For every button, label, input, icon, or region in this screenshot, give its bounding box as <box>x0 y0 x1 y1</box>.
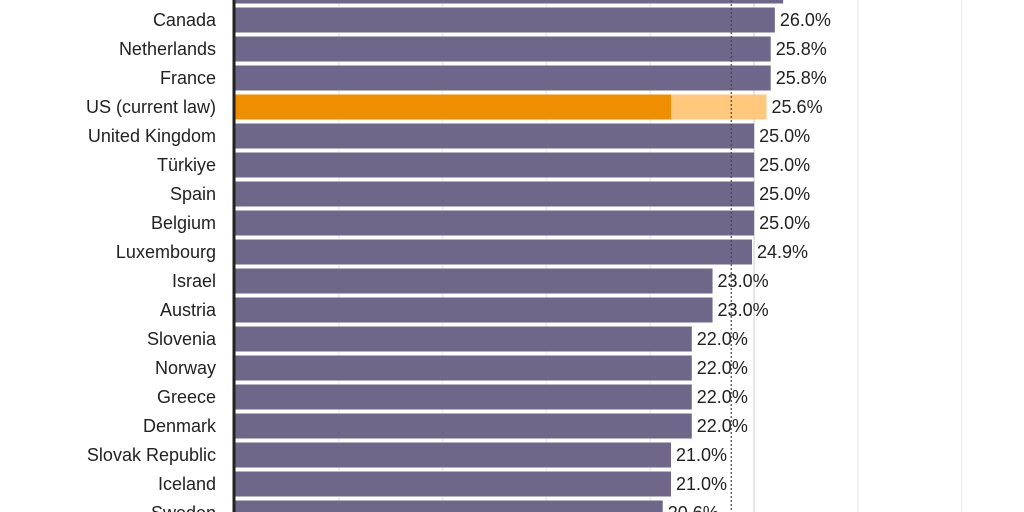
bar <box>235 355 692 381</box>
category-label: Iceland <box>158 474 216 494</box>
category-label: Spain <box>170 184 216 204</box>
bar <box>235 181 755 207</box>
value-label: 25.0% <box>759 126 810 146</box>
value-label: 22.0% <box>697 329 748 349</box>
category-label: Belgium <box>151 213 216 233</box>
category-label: Luxembourg <box>116 242 216 262</box>
bar <box>235 471 672 497</box>
bar <box>235 65 771 91</box>
value-label: 25.0% <box>759 213 810 233</box>
value-label: 25.0% <box>759 184 810 204</box>
value-label: 25.8% <box>776 39 827 59</box>
value-label: 24.9% <box>757 242 808 262</box>
bar <box>235 239 753 265</box>
category-label: Sweden <box>151 503 216 512</box>
category-label: Israel <box>172 271 216 291</box>
category-label: Türkiye <box>157 155 216 175</box>
value-label: 25.8% <box>776 68 827 88</box>
category-label: Denmark <box>143 416 217 436</box>
bar <box>235 384 692 410</box>
bar <box>235 413 692 439</box>
category-label: Netherlands <box>119 39 216 59</box>
category-label: Slovak Republic <box>87 445 216 465</box>
value-label: 26.0% <box>780 10 831 30</box>
category-label: United Kingdom <box>88 126 216 146</box>
value-label: 22.0% <box>697 387 748 407</box>
bar <box>235 268 713 294</box>
bar <box>235 36 771 62</box>
category-label: Slovenia <box>147 329 217 349</box>
category-label: Greece <box>157 387 216 407</box>
bar <box>235 7 775 33</box>
value-label: 22.0% <box>697 358 748 378</box>
bar <box>235 210 755 236</box>
bar <box>235 442 672 468</box>
value-label: 23.0% <box>718 300 769 320</box>
bar <box>235 326 692 352</box>
category-label: France <box>160 68 216 88</box>
category-label: Austria <box>160 300 217 320</box>
bar <box>235 152 755 178</box>
value-label: 21.0% <box>676 474 727 494</box>
value-label: 22.0% <box>697 416 748 436</box>
value-label: 21.0% <box>676 445 727 465</box>
value-label: 25.6% <box>772 97 823 117</box>
bar <box>235 0 784 4</box>
value-label: 20.6% <box>668 503 719 512</box>
bar <box>235 500 663 512</box>
category-label: Norway <box>155 358 216 378</box>
bar-segment <box>235 94 672 120</box>
value-label: 23.0% <box>718 271 769 291</box>
bar <box>235 297 713 323</box>
category-label: Canada <box>153 10 217 30</box>
bar <box>235 123 755 149</box>
value-label: 25.0% <box>759 155 810 175</box>
category-label: US (current law) <box>86 97 216 117</box>
